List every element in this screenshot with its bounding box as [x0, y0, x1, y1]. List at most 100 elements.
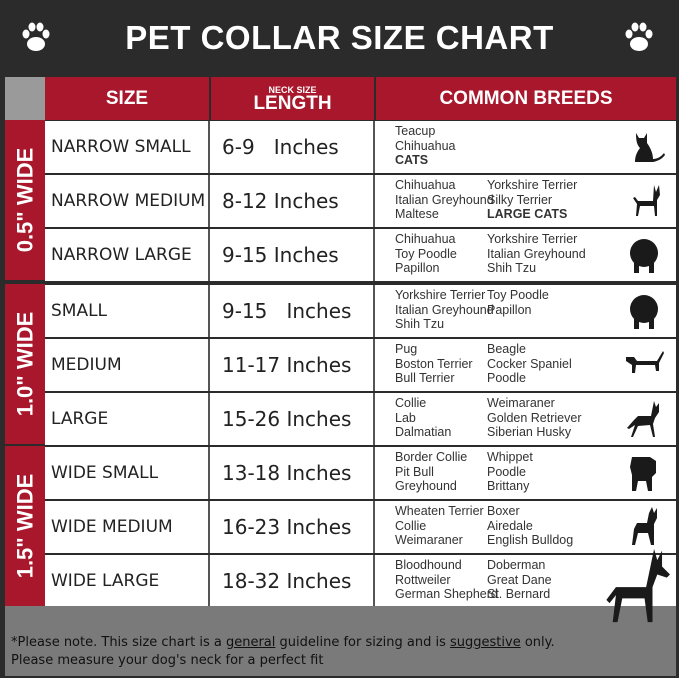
breed-item: Great Dane	[487, 572, 552, 587]
breed-item: Italian Greyhound	[395, 192, 494, 207]
breeds-left: Yorkshire Terrier Italian Greyhound Shih T…	[375, 288, 494, 337]
length-cell: 18-32 Inches	[210, 555, 375, 607]
length-cell: 11-17 Inches	[210, 339, 375, 391]
breed-item: St. Bernard	[487, 587, 551, 601]
breed-item: Beagle	[487, 342, 526, 356]
breed-item: Rottweiler	[395, 572, 451, 587]
table-row: SMALL 9-15 Inches Yorkshire Terrier Italian…	[45, 285, 676, 337]
breed-item: Weimaraner	[487, 396, 555, 410]
breed-item: Bloodhound	[395, 558, 462, 572]
breeds-cell: Chihuahua Italian Greyhound Maltese Yorkshi…	[375, 175, 676, 227]
breed-item: Pit Bull	[395, 464, 434, 479]
doberman-silhouette-icon	[606, 549, 670, 623]
breeds-left: Border Collie Pit Bull Greyhound	[375, 450, 479, 499]
breed-item: Chihuahua	[395, 138, 456, 153]
size-cell: NARROW MEDIUM	[45, 175, 210, 227]
breeds-cell: Teacup Chihuahua CATS	[375, 121, 676, 173]
breeds-cell: Pug Boston Terrier Bull Terrier Beagle Cocke…	[375, 339, 676, 391]
breed-item: Chihuahua	[395, 178, 456, 192]
length-cell: 13-18 Inches	[210, 447, 375, 499]
breed-item: Chihuahua	[395, 232, 456, 246]
breed-item: Papillon	[395, 261, 440, 275]
breeds-right: Yorkshire Terrier Italian Greyhound Shih T…	[479, 232, 629, 281]
size-cell: MEDIUM	[45, 339, 210, 391]
breed-item: English Bulldog	[487, 533, 574, 547]
breed-item: Boston Terrier	[395, 356, 473, 371]
page-title: PET COLLAR SIZE CHART	[125, 19, 554, 56]
group-label-text: 1.0" WIDE	[12, 311, 38, 417]
pitbull-silhouette-icon	[632, 507, 657, 545]
group-label-text: 1.5" WIDE	[12, 473, 38, 579]
dachshund-silhouette-icon	[626, 351, 664, 373]
breed-item: Poodle	[487, 371, 526, 385]
length-cell: 16-23 Inches	[210, 501, 375, 553]
breed-item: Silky Terrier	[487, 192, 553, 207]
breed-item: Weimaraner	[395, 533, 463, 547]
breeds-cell: Yorkshire Terrier Italian Greyhound Shih T…	[375, 285, 676, 337]
breed-item: Bull Terrier	[395, 371, 455, 385]
breed-item: Yorkshire Terrier	[395, 288, 486, 302]
size-cell: WIDE SMALL	[45, 447, 210, 499]
table-row: LARGE 15-26 Inches Collie Lab Dalmatian Weima…	[45, 393, 676, 445]
breed-item: Collie	[395, 396, 427, 410]
breed-item: Papillon	[487, 302, 532, 317]
breed-item: Siberian Husky	[487, 425, 572, 439]
table-row: WIDE MEDIUM 16-23 Inches Wheaten Terrier Co…	[45, 501, 676, 553]
footer-line-1: *Please note. This size chart is a gener…	[11, 634, 676, 652]
footer-text: *Please note. This size chart is a	[11, 635, 226, 650]
breed-item: Poodle	[487, 464, 526, 479]
breed-item: Shih Tzu	[395, 317, 445, 331]
breeds-cell: Bloodhound Rottweiler German Shepherd Dober…	[375, 549, 676, 623]
length-cell: 15-26 Inches	[210, 393, 375, 445]
footer-text: suggestive	[450, 635, 521, 650]
header-corner	[5, 77, 45, 120]
table-row: WIDE LARGE 18-32 Inches Bloodhound Rottweil…	[45, 549, 676, 623]
breeds-left: Chihuahua Italian Greyhound Maltese	[375, 178, 494, 227]
breed-item: Dalmatian	[395, 425, 452, 439]
header-size: SIZE	[45, 77, 209, 120]
breed-item: Border Collie	[395, 450, 468, 464]
breed-item: Shih Tzu	[487, 261, 537, 275]
breeds-left: Bloodhound Rottweiler German Shepherd	[375, 558, 498, 607]
size-cell: NARROW SMALL	[45, 121, 210, 173]
size-cell: LARGE	[45, 393, 210, 445]
breed-item: Maltese	[395, 207, 439, 221]
breed-item: Yorkshire Terrier	[487, 178, 578, 192]
breed-item: Doberman	[487, 558, 546, 572]
breed-item: Wheaten Terrier	[395, 504, 484, 518]
paw-icon	[625, 22, 653, 51]
size-cell: WIDE LARGE	[45, 555, 210, 607]
breed-item: Golden Retriever	[487, 410, 582, 425]
breeds-left: Pug Boston Terrier Bull Terrier	[375, 342, 479, 391]
breed-item: Lab	[395, 410, 416, 425]
breed-item: Whippet	[487, 450, 533, 464]
breed-item: Greyhound	[395, 479, 457, 493]
breed-item: Italian Greyhound	[487, 246, 586, 261]
breeds-right	[479, 124, 629, 173]
group-label: 0.5" WIDE	[5, 120, 45, 280]
shepherd-silhouette-icon	[627, 401, 659, 437]
breed-item: Italian Greyhound	[395, 302, 494, 317]
breeds-right: Toy Poodle Papillon	[479, 288, 629, 337]
size-cell: NARROW LARGE	[45, 229, 210, 281]
breeds-right: Weimaraner Golden Retriever Siberian Husky	[479, 396, 629, 445]
breed-item: Boxer	[487, 504, 520, 518]
breed-item: Yorkshire Terrier	[487, 232, 578, 246]
breeds-left: Wheaten Terrier Collie Weimaraner	[375, 504, 484, 553]
footer-text: only.	[520, 635, 555, 650]
footer-note: *Please note. This size chart is a gener…	[5, 606, 676, 676]
breed-item: Toy Poodle	[487, 288, 549, 302]
chihuahua-silhouette-icon	[633, 185, 660, 216]
breeds-right: Boxer Airedale English Bulldog	[479, 504, 629, 553]
size-cell: WIDE MEDIUM	[45, 501, 210, 553]
breed-item: Teacup	[395, 124, 436, 138]
footer-line-2: Please measure your dog's neck for a per…	[11, 653, 324, 668]
breed-item: Airedale	[487, 518, 533, 533]
length-cell: 9-15 Inches	[210, 229, 375, 281]
length-cell: 6-9 Inches	[210, 121, 375, 173]
table-row: NARROW MEDIUM 8-12 Inches Chihuahua Italian…	[45, 175, 676, 227]
breeds-left: Teacup Chihuahua CATS	[375, 124, 479, 173]
header-breeds: COMMON BREEDS	[376, 77, 676, 120]
group-label: 1.0" WIDE	[5, 284, 45, 444]
breed-item: Pug	[395, 342, 418, 356]
